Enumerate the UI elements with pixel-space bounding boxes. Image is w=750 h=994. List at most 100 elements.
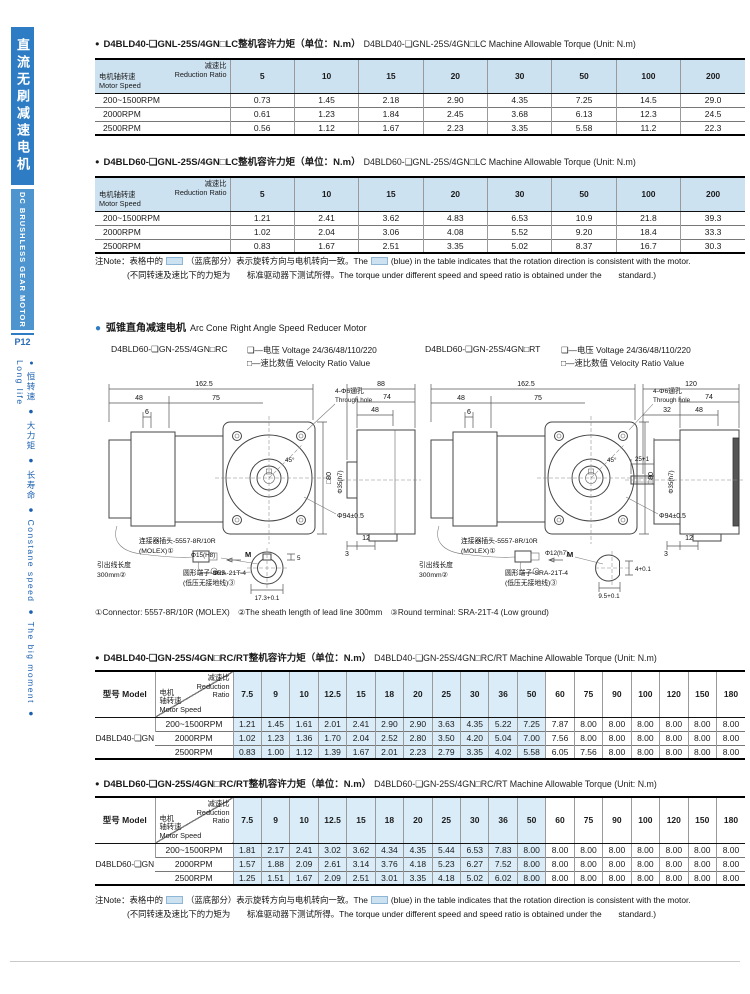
- table-row: 2000RPM 1.57 1.88 2.09 2.61 3.14 3.76 4.18 5.23 6…: [95, 856, 745, 871]
- ratio-header: 50: [551, 177, 617, 212]
- torque-cell: 4.18: [431, 870, 461, 885]
- torque-cell: 3.50: [431, 730, 461, 745]
- note-line2: (不同转速及速比下的力矩为 标准驱动器下测试所得。The torque unde…: [127, 270, 657, 280]
- angle-label: 45°: [285, 456, 295, 464]
- torque-cell: 8.00: [687, 870, 717, 885]
- torque-cell: 0.61: [229, 106, 295, 121]
- right-legend: ❑—电压 Voltage 24/36/48/110/220 □—速比数值 Vel…: [561, 344, 691, 370]
- corner-header: 减速比 Reduction Ratio 电机轴转速 Motor Speed: [95, 59, 230, 94]
- ratio-header: 25: [431, 797, 461, 844]
- terminal-callout-cn: 圆形端子-SRA-21T-4: [183, 568, 246, 577]
- ratio-header: 36: [488, 671, 518, 718]
- torque-cell: 8.00: [630, 730, 660, 745]
- torque-cell: 5.58: [516, 744, 546, 759]
- speed-cell: 2500RPM: [95, 120, 230, 135]
- torque-cell: 5.23: [431, 856, 461, 871]
- header-row: 减速比 Reduction Ratio 电机轴转速 Motor Speed 5 10 1…: [95, 177, 745, 212]
- torque-cell: 3.62: [358, 211, 424, 225]
- torque-cell: 1.02: [232, 730, 262, 745]
- ratio-header: 30: [459, 797, 489, 844]
- torque-cell: 5.52: [486, 224, 552, 239]
- torque-cell: 8.00: [715, 717, 745, 731]
- ratio-header: 20: [422, 59, 488, 94]
- torque-cell: 8.00: [516, 870, 546, 885]
- blue-swatch: [370, 257, 388, 265]
- torque-cell: 8.00: [630, 870, 660, 885]
- torque-cell: 8.00: [659, 843, 688, 857]
- speed-cell: 2000RPM: [95, 106, 230, 121]
- terminal-callout-cn: 圆形端子-SRA-21T-4: [505, 568, 568, 577]
- ratio-header: 9: [260, 797, 290, 844]
- torque-cell: 8.00: [545, 870, 575, 885]
- shaft-dia-label: Φ35(h7): [668, 470, 675, 493]
- dim-48: 48: [371, 407, 379, 414]
- torque-cell: 3.35: [422, 238, 488, 253]
- dim-6: 6: [145, 409, 149, 416]
- ratio-header: 12.5: [317, 797, 347, 844]
- legend-voltage: ❑—电压 Voltage 24/36/48/110/220: [247, 345, 377, 355]
- holes-label-cn: 4-Φ6通孔: [335, 386, 364, 395]
- torque-cell: 2.04: [293, 224, 359, 239]
- ratio-header: 10: [289, 671, 319, 718]
- torque-cell: 1.02: [229, 224, 295, 239]
- torque-cell: 2.90: [403, 717, 433, 731]
- ratio-header: 5: [229, 177, 295, 212]
- torque-cell: 0.73: [229, 93, 295, 107]
- table2: 减速比 Reduction Ratio 电机轴转速 Motor Speed 5 10 1…: [95, 176, 745, 254]
- note-line1: 注Note：表格中的 （蓝底部分）表示旋转方向与电机转向一致。The (blue) …: [95, 893, 691, 907]
- connector-callout-cn: 连接器插头-5557-8R/10R: [461, 536, 538, 545]
- thead: 型号 Model 减速比 Reduction Ratio 电机 轴转速 Motor …: [95, 797, 745, 844]
- speed-cell: 200~1500RPM: [154, 717, 233, 731]
- torque-cell: 1.67: [289, 870, 319, 885]
- torque-cell: 8.00: [602, 870, 632, 885]
- note-text: (blue) in the table indicates that the r…: [390, 895, 691, 905]
- table2-title-cn: D4BLD60-❑GNL-25S/4GN□LC整机容许力矩（单位：N.m）: [103, 157, 361, 168]
- dim-12: 12: [685, 535, 693, 542]
- dim-48: 48: [135, 395, 143, 402]
- speed-cell: 2000RPM: [155, 856, 233, 871]
- torque-cell: 8.00: [659, 730, 688, 745]
- ratio-header: 90: [602, 671, 632, 718]
- footer-divider: [10, 961, 740, 962]
- table3: 型号 Model 减速比 Reduction Ratio 电机 轴转速 Motor …: [95, 670, 745, 760]
- sidebar-title-en: DC BRUSHLESS GEAR MOTOR: [11, 189, 34, 330]
- reduction-ratio-label: 减速比 Reduction Ratio: [174, 61, 227, 79]
- table-row: D4BLD40-❑GN 200~1500RPM 1.21 1.45 1.61 2.01 2.…: [95, 717, 745, 743]
- torque-cell: 3.01: [374, 870, 404, 885]
- torque-cell: 3.35: [403, 870, 433, 885]
- torque-cell: 5.02: [459, 870, 489, 885]
- torque-cell: 2.41: [293, 211, 359, 225]
- model-cell: D4BLD60-❑GN: [95, 858, 155, 869]
- torque-cell: 6.02: [488, 870, 518, 885]
- lead-callout-cn: 引出线长度: [419, 560, 453, 569]
- torque-cell: 1.84: [358, 106, 424, 121]
- header-row: 型号 Model 减速比 Reduction Ratio 电机 轴转速 Motor …: [95, 671, 745, 718]
- torque-cell: 8.00: [545, 856, 575, 871]
- torque-cell: 7.52: [488, 856, 518, 871]
- torque-cell: 33.3: [680, 224, 745, 239]
- note-line1: 注Note：表格中的 （蓝底部分）表示旋转方向与电机转向一致。The (blue) …: [95, 254, 691, 268]
- note-text: 注Note：表格中的: [95, 256, 163, 266]
- dim-overall: 162.5: [195, 381, 213, 388]
- torque-cell: 8.00: [687, 744, 717, 759]
- ratio-header: 100: [615, 177, 681, 212]
- table4: 型号 Model 减速比 Reduction Ratio 电机 轴转速 Motor …: [95, 796, 745, 886]
- ratio-header: 18: [374, 797, 404, 844]
- torque-cell: 4.83: [422, 211, 488, 225]
- table-row: 2000RPM 0.61 1.23 1.84 2.45 3.68 6.13 12.3 24.5: [95, 106, 745, 121]
- dim-overall: 162.5: [517, 381, 535, 388]
- dim-3: 3: [345, 551, 349, 558]
- ratio-header: 36: [488, 797, 518, 844]
- torque-cell: 8.00: [715, 744, 745, 759]
- torque-cell: 1.51: [260, 870, 290, 885]
- page-content: ● D4BLD40-❑GNL-25S/4GN□LC整机容许力矩（单位：N.m） D4…: [95, 0, 745, 994]
- ratio-header: 50: [516, 797, 546, 844]
- torque-cell: 8.00: [715, 843, 745, 857]
- lead-callout-cn: 引出线长度: [97, 560, 131, 569]
- torque-cell: 2.45: [422, 106, 488, 121]
- ratio-header: 120: [659, 671, 688, 718]
- table4-title: ● D4BLD60-❑GN-25S/4GN□RC/RT整机容许力矩（单位：N.m）…: [95, 776, 657, 790]
- torque-cell: 7.25: [551, 93, 617, 107]
- torque-cell: 8.00: [630, 717, 660, 731]
- torque-cell: 9.20: [551, 224, 617, 239]
